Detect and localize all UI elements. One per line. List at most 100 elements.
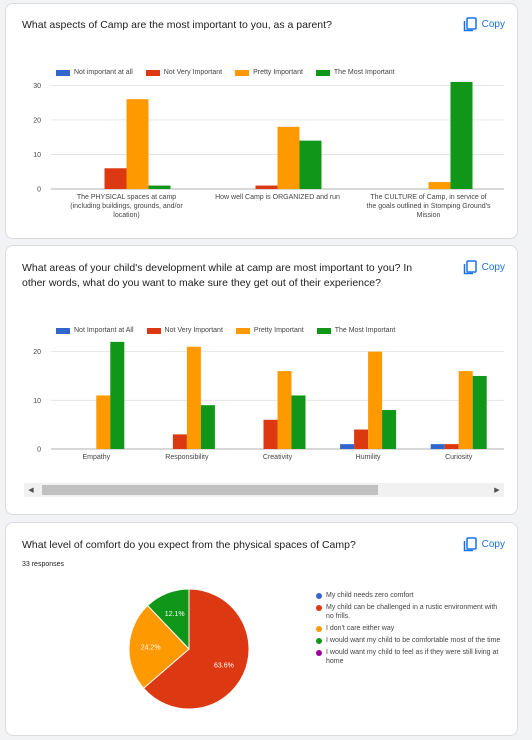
legend-item: Not Very Important [145,69,223,76]
bar [277,371,292,449]
x-tick-label: How well Camp is ORGANIZED and run [215,194,340,201]
bar [368,351,383,449]
x-tick-label: the goals outlined in Stomping Ground's [367,203,491,210]
y-tick-label: 20 [33,349,41,356]
response-count: 33 responses [22,561,65,568]
question-card-2: What areas of your child's development w… [5,245,518,515]
legend-item: The Most Important [316,327,396,334]
pie-chart-comfort: 63.6% 24.2% 12.1% [128,588,250,710]
legend-swatch-red [146,327,161,334]
copy-label: Copy [481,262,505,273]
legend-swatch-green [316,327,331,334]
y-tick-label: 0 [37,187,41,194]
legend-label: Not Important at All [74,327,134,334]
legend-label: The Most Important [334,327,396,334]
copy-button[interactable]: Copy [463,17,505,32]
x-tick-label: Responsibility [165,454,209,461]
bar [291,395,306,449]
pie-slice-label: 24.2% [141,645,161,652]
copy-button[interactable]: Copy [463,537,505,552]
legend-swatch-orange [235,69,250,76]
horizontal-scrollbar[interactable]: ◀ ▶ [24,483,504,497]
bar [263,419,278,449]
legend-dot-red [316,604,322,611]
pie-legend-item: My child can be challenged in a rustic e… [316,603,506,621]
question-card-3: What level of comfort do you expect from… [5,522,518,736]
pie-slice-label: 12.1% [165,611,185,618]
question-card-1: What aspects of Camp are the most import… [5,3,518,239]
x-tick-label: Mission [417,212,441,219]
copy-icon [463,17,477,32]
bar [148,185,171,189]
x-tick-label: The PHYSICAL spaces at camp [77,194,176,201]
legend-swatch-red [145,69,160,76]
question-title: What areas of your child's development w… [22,262,413,289]
bar [277,126,300,189]
legend-label: Not Very Important [163,69,223,76]
copy-icon [463,260,477,275]
pie-legend-label: My child needs zero comfort [326,592,414,599]
bar [354,429,369,449]
chart-legend: Not important at all Not Very Important … [56,69,408,76]
legend-dot-green [316,637,322,644]
bar-chart-development: 0 10 20 Empathy Responsibility Creativity Humi… [33,341,504,461]
legend-item: Pretty Important [235,327,304,334]
y-tick-label: 30 [33,83,41,90]
bar [430,444,445,449]
bar [472,375,487,449]
legend-label: Pretty Important [253,327,304,334]
legend-swatch-blue [56,69,70,76]
question-title: What level of comfort do you expect from… [22,539,356,551]
bar [126,99,149,189]
scroll-left-arrow-icon[interactable]: ◀ [28,487,34,494]
scroll-right-arrow-icon[interactable]: ▶ [494,487,500,494]
copy-button[interactable]: Copy [463,260,505,275]
pie-legend-item: I would want my child to feel as if they… [316,648,506,666]
legend-swatch-orange [235,327,250,334]
bar [382,410,397,449]
bar [444,444,459,449]
pie-legend-label: I don't care either way [326,625,395,632]
x-tick-label: location) [113,212,139,219]
legend-item: Not important at all [56,69,133,76]
copy-label: Copy [481,19,505,30]
pie-legend-label: My child can be challenged in a rustic e… [326,604,498,620]
y-tick-label: 10 [33,152,41,159]
y-tick-label: 10 [33,398,41,405]
x-tick-label: Curiosity [445,454,473,461]
chart-legend: Not Important at All Not Very Important … [56,327,408,334]
bar [450,81,473,189]
bar [200,405,215,449]
bar [299,140,322,189]
scroll-thumb[interactable] [42,485,378,495]
x-tick-label: Creativity [263,454,293,461]
bar [340,444,355,449]
x-tick-label: The CULTURE of Camp, in service of [370,194,486,201]
pie-slice-label: 63.6% [214,662,234,669]
bar [96,395,111,449]
pie-legend: My child needs zero comfort My child can… [316,591,506,669]
pie-legend-item: I don't care either way [316,624,506,633]
legend-swatch-green [315,69,330,76]
x-tick-label: Humility [356,454,381,461]
legend-dot-orange [316,625,322,632]
bar-chart-aspects: 0 10 20 30 The PHYSICAL spaces at camp (inclu… [33,81,504,219]
bar [104,168,127,189]
copy-icon [463,537,477,552]
bar [255,185,278,189]
bar [110,341,125,449]
pie-slice [146,588,190,651]
pie-slice [128,604,190,689]
pie-legend-label: I would want my child to be comfortable … [326,637,501,644]
legend-label: Pretty Important [253,69,303,76]
legend-label: The Most Important [333,69,395,76]
legend-dot-purple [316,649,322,656]
x-tick-label: (including buildings, grounds, and/or [70,203,183,210]
pie-slice [142,588,250,710]
bar [172,434,187,449]
x-tick-label: Empathy [82,454,110,461]
copy-label: Copy [481,539,505,550]
legend-item: The Most Important [315,69,395,76]
legend-label: Not Very Important [164,327,223,334]
legend-swatch-blue [56,327,70,334]
